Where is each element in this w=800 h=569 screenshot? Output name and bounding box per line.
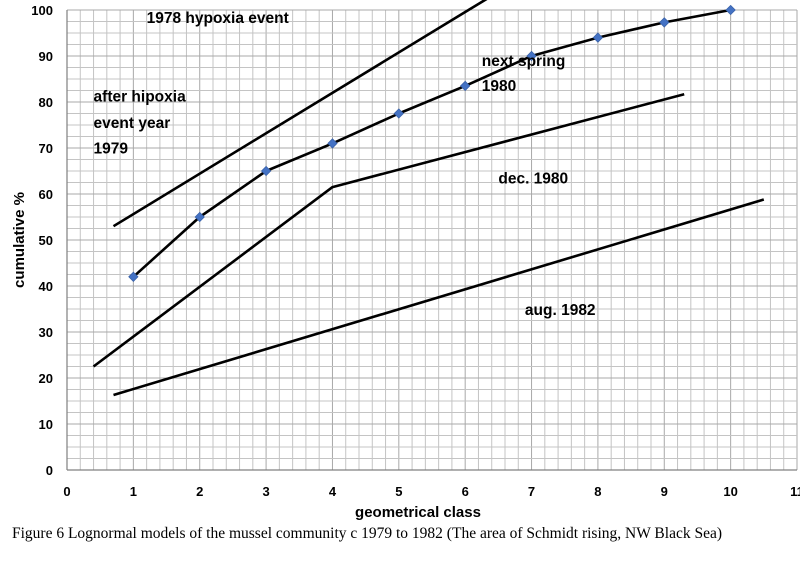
data-point-marker: [592, 32, 604, 43]
x-tick-label: 0: [63, 484, 70, 499]
y-tick-label: 50: [39, 233, 53, 248]
data-point-marker: [327, 138, 338, 149]
x-tick-label: 4: [329, 484, 337, 499]
x-tick-label: 6: [462, 484, 469, 499]
y-tick-label: 10: [39, 417, 53, 432]
x-tick-label: 2: [196, 484, 203, 499]
y-tick-label: 40: [39, 279, 53, 294]
series-line: [92, 92, 685, 368]
y-tick-label: 0: [46, 463, 53, 478]
annotation-label: 1980: [482, 78, 516, 95]
figure-caption: Figure 6 Lognormal models of the mussel …: [12, 525, 722, 542]
data-point-marker: [526, 50, 537, 62]
y-tick-label: 60: [39, 187, 53, 202]
y-tick-label: 100: [31, 3, 53, 18]
grid: [66, 9, 798, 471]
data-point-marker: [260, 165, 272, 177]
x-tick-label: 5: [395, 484, 402, 499]
y-tick-label: 80: [39, 95, 53, 110]
data-point-marker: [659, 17, 670, 28]
data-point-marker: [725, 4, 736, 16]
annotation-label: next spring: [482, 53, 566, 70]
series-line: [132, 8, 731, 278]
y-tick-label: 70: [39, 141, 53, 156]
series-line: [113, 198, 765, 397]
series-markers: [128, 4, 736, 282]
y-axis-title: cumulative %: [11, 192, 28, 288]
x-tick-label: 10: [723, 484, 737, 499]
x-tick-label: 7: [528, 484, 535, 499]
x-tick-label: 11: [790, 484, 800, 499]
series-lines: [92, 0, 765, 397]
x-tick-label: 3: [262, 484, 269, 499]
annotation-label: 1978 hypoxia event: [147, 10, 289, 27]
annotation-label: dec. 1980: [498, 170, 568, 187]
x-tick-label: 1: [130, 484, 137, 499]
data-point-marker: [393, 108, 404, 119]
annotation-label: aug. 1982: [525, 302, 596, 319]
y-tick-label: 20: [39, 371, 53, 386]
series-line: [112, 0, 488, 228]
data-point-marker: [194, 211, 205, 223]
annotation-label: event year: [94, 115, 171, 132]
y-tick-label: 30: [39, 325, 53, 340]
x-axis-title: geometrical class: [355, 504, 481, 520]
x-tick-label: 9: [661, 484, 668, 499]
labels: 0 1 2 3 4 5 6 7 8 9 10 11 0 10 20 30 40 50 60 70 80 90 100 geom…: [11, 3, 800, 520]
axes: [66, 10, 797, 471]
y-tick-label: 90: [39, 49, 53, 64]
data-point-marker: [128, 271, 139, 282]
annotation-label: after hipoxia: [94, 89, 187, 106]
data-point-marker: [460, 80, 471, 92]
annotation-label: 1979: [94, 141, 129, 158]
chart: 0 1 2 3 4 5 6 7 8 9 10 11 0 10 20 30 40 50 60 70 80 90 100 geom…: [11, 0, 800, 520]
x-tick-label: 8: [594, 484, 601, 499]
